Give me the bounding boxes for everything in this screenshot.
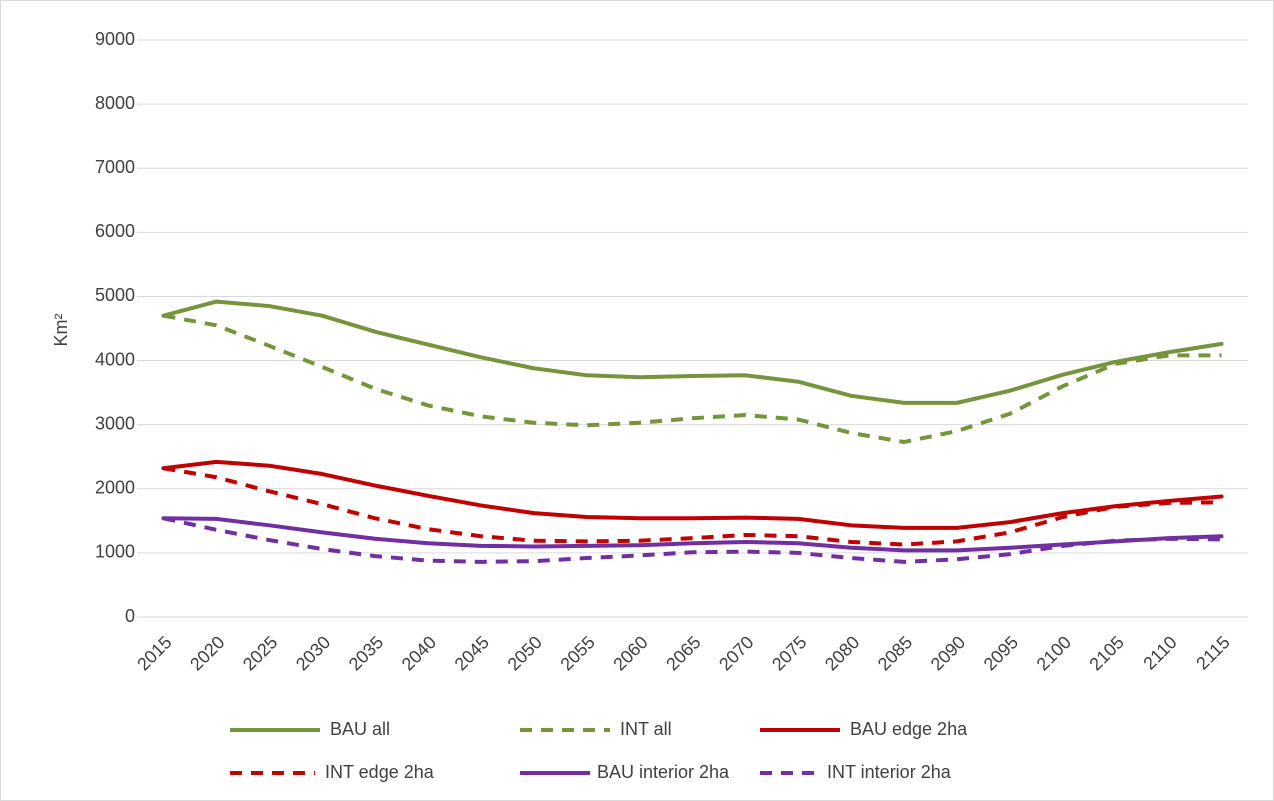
series-line [163,516,1222,564]
series-line [161,516,1224,553]
legend-label: BAU interior 2ha [597,762,730,782]
legend-label: INT interior 2ha [827,762,952,782]
y-tick-label: 2000 [95,478,135,498]
y-tick-label: 0 [125,606,135,626]
series-line [163,466,1222,547]
y-tick-label: 8000 [95,93,135,113]
y-tick-label: 9000 [95,29,135,49]
legend-label: BAU edge 2ha [850,719,968,739]
series-line [161,299,1224,405]
y-tick-label: 1000 [95,542,135,562]
y-tick-label: 5000 [95,285,135,305]
y-tick-label: 7000 [95,157,135,177]
y-axis-label: Km² [51,314,71,347]
y-tick-label: 4000 [95,349,135,369]
series-line [161,459,1224,530]
y-tick-label: 6000 [95,221,135,241]
legend-label: INT edge 2ha [325,762,435,782]
legend-label: INT all [620,719,672,739]
y-tick-label: 3000 [95,413,135,433]
legend-label: BAU all [330,719,390,739]
series-line [163,313,1222,444]
